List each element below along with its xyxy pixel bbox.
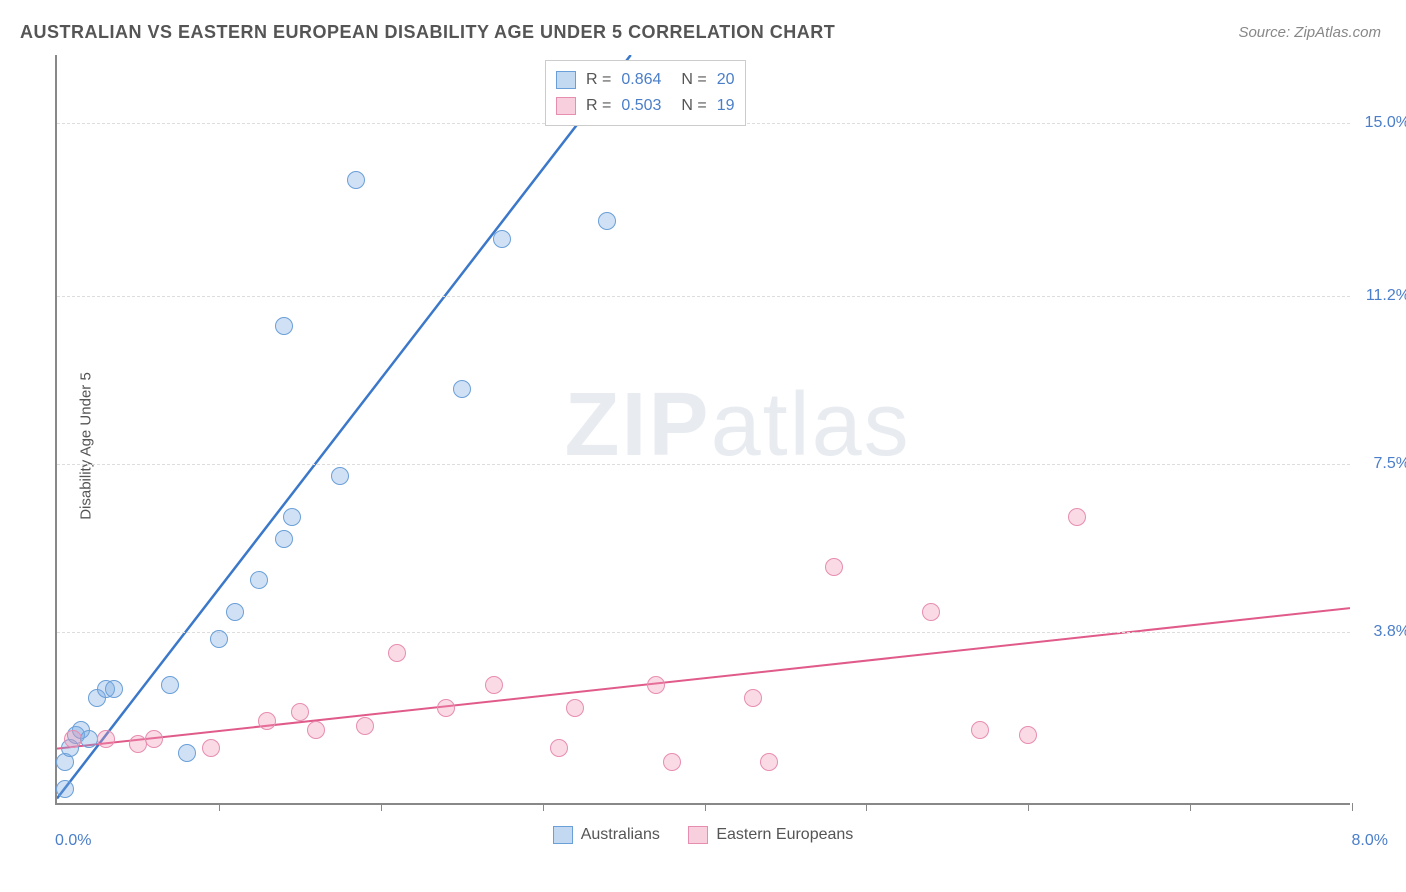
- x-tick-mark: [866, 803, 867, 811]
- data-point: [825, 558, 843, 576]
- data-point: [453, 380, 471, 398]
- x-tick-mark: [543, 803, 544, 811]
- data-point: [97, 730, 115, 748]
- legend-label: Australians: [581, 826, 660, 844]
- scatter-plot: 3.8%7.5%11.2%15.0%: [55, 55, 1350, 805]
- y-tick-label: 7.5%: [1374, 455, 1406, 473]
- legend-item: Australians: [553, 826, 660, 844]
- series-legend: Australians Eastern Europeans: [0, 826, 1406, 849]
- y-tick-label: 3.8%: [1374, 623, 1406, 641]
- swatch-icon: [556, 97, 576, 115]
- data-point: [550, 739, 568, 757]
- data-point: [307, 721, 325, 739]
- data-point: [598, 212, 616, 230]
- data-point: [437, 699, 455, 717]
- n-label: N =: [681, 97, 706, 115]
- data-point: [347, 171, 365, 189]
- data-point: [64, 730, 82, 748]
- swatch-icon: [688, 826, 708, 844]
- data-point: [663, 753, 681, 771]
- trend-lines: [57, 55, 1350, 803]
- r-value: 0.503: [621, 97, 661, 115]
- y-tick-label: 15.0%: [1365, 114, 1406, 132]
- x-tick-mark: [705, 803, 706, 811]
- r-label: R =: [586, 97, 611, 115]
- swatch-icon: [556, 71, 576, 89]
- data-point: [145, 730, 163, 748]
- data-point: [922, 603, 940, 621]
- r-value: 0.864: [621, 71, 661, 89]
- data-point: [202, 739, 220, 757]
- source-label: Source: ZipAtlas.com: [1238, 24, 1381, 41]
- data-point: [226, 603, 244, 621]
- data-point: [283, 508, 301, 526]
- data-point: [210, 630, 228, 648]
- data-point: [178, 744, 196, 762]
- data-point: [1068, 508, 1086, 526]
- data-point: [105, 680, 123, 698]
- swatch-icon: [553, 826, 573, 844]
- n-value: 19: [717, 97, 735, 115]
- data-point: [760, 753, 778, 771]
- gridline: [57, 632, 1350, 633]
- legend-item: Eastern Europeans: [688, 826, 853, 844]
- x-tick-mark: [1352, 803, 1353, 811]
- data-point: [275, 530, 293, 548]
- data-point: [331, 467, 349, 485]
- x-tick-mark: [381, 803, 382, 811]
- y-tick-label: 11.2%: [1366, 287, 1406, 305]
- data-point: [971, 721, 989, 739]
- data-point: [744, 689, 762, 707]
- correlation-legend: R = 0.864 N = 20 R = 0.503 N = 19: [545, 60, 746, 126]
- data-point: [258, 712, 276, 730]
- data-point: [161, 676, 179, 694]
- data-point: [1019, 726, 1037, 744]
- data-point: [493, 230, 511, 248]
- data-point: [388, 644, 406, 662]
- data-point: [566, 699, 584, 717]
- trend-line: [57, 608, 1350, 749]
- data-point: [356, 717, 374, 735]
- n-value: 20: [717, 71, 735, 89]
- data-point: [647, 676, 665, 694]
- data-point: [275, 317, 293, 335]
- trend-line: [57, 55, 631, 798]
- data-point: [291, 703, 309, 721]
- x-tick-mark: [1028, 803, 1029, 811]
- x-tick-mark: [219, 803, 220, 811]
- legend-label: Eastern Europeans: [716, 826, 853, 844]
- r-label: R =: [586, 71, 611, 89]
- gridline: [57, 464, 1350, 465]
- data-point: [250, 571, 268, 589]
- legend-row-australians: R = 0.864 N = 20: [556, 67, 735, 93]
- chart-title: AUSTRALIAN VS EASTERN EUROPEAN DISABILIT…: [20, 22, 835, 43]
- data-point: [56, 780, 74, 798]
- data-point: [485, 676, 503, 694]
- legend-row-eastern-europeans: R = 0.503 N = 19: [556, 93, 735, 119]
- gridline: [57, 296, 1350, 297]
- n-label: N =: [681, 71, 706, 89]
- x-tick-mark: [1190, 803, 1191, 811]
